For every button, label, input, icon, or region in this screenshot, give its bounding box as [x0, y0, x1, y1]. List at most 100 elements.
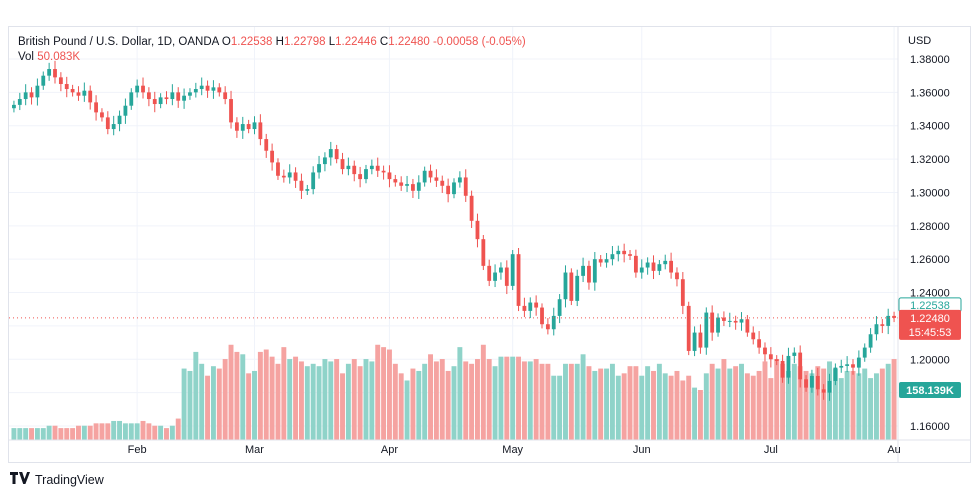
volume-bar — [334, 359, 340, 440]
candle — [499, 267, 503, 273]
candle — [633, 255, 638, 273]
candle — [798, 352, 803, 380]
volume-bar — [76, 425, 81, 440]
candle — [299, 180, 304, 191]
volume-bar — [58, 428, 64, 440]
candle — [821, 389, 826, 393]
candle — [810, 375, 814, 388]
candle — [487, 265, 492, 281]
candle — [141, 85, 145, 93]
candle — [592, 259, 597, 283]
candle — [528, 302, 533, 311]
close-value: 1.22480 — [388, 36, 430, 48]
candle — [892, 315, 896, 318]
volume-bar — [422, 363, 428, 440]
volume-bar — [645, 366, 651, 440]
volume-bar — [780, 363, 786, 440]
candle — [53, 69, 57, 78]
x-tick-label: Jun — [633, 444, 651, 456]
candle — [188, 92, 192, 96]
candle — [639, 267, 644, 273]
volume-bar — [668, 375, 674, 440]
volume-bar — [838, 378, 844, 440]
candle — [534, 302, 539, 308]
candle — [158, 97, 163, 105]
volume-bar — [445, 370, 451, 440]
candle — [874, 324, 879, 335]
candles — [12, 60, 896, 401]
volume-bar — [750, 375, 756, 440]
candle — [100, 112, 104, 118]
volume-bar — [216, 368, 222, 440]
volume-bar — [463, 361, 469, 440]
candle — [434, 177, 439, 181]
volume-bar — [310, 363, 316, 440]
candle — [12, 104, 16, 109]
change-value: -0.00058 (-0.05%) — [433, 36, 526, 48]
candle — [457, 177, 462, 183]
volume-bar — [516, 356, 522, 440]
volume-bar — [87, 425, 93, 440]
volume-bar — [680, 380, 686, 440]
chart-frame — [8, 26, 971, 463]
candle — [868, 334, 873, 348]
candle — [739, 319, 744, 323]
x-tick-label: Mar — [245, 444, 264, 456]
candle — [293, 172, 298, 181]
close-label: C — [379, 36, 389, 48]
candle — [405, 184, 409, 186]
candle — [774, 359, 779, 361]
volume-bar — [152, 425, 158, 440]
volume-bar — [574, 363, 580, 440]
candle — [504, 267, 509, 286]
candle — [64, 84, 69, 90]
volume-bar — [205, 375, 211, 440]
candle — [587, 265, 591, 283]
candle — [845, 364, 850, 366]
volume-bar — [604, 368, 610, 440]
volume-bar — [386, 349, 392, 440]
volume-bar — [709, 363, 715, 440]
volume-bar — [821, 368, 827, 440]
candle — [698, 332, 703, 348]
y-tick-label: 1.20000 — [910, 354, 950, 366]
volume-bar — [844, 370, 850, 440]
candle — [111, 124, 116, 130]
candle — [334, 149, 339, 160]
footer[interactable]: TradingView — [10, 472, 104, 487]
volume-bar — [375, 344, 381, 440]
candle — [205, 85, 210, 91]
volume-bar — [768, 378, 774, 440]
candle — [428, 170, 433, 178]
candle — [276, 162, 280, 176]
candle — [880, 324, 885, 326]
volume-bar — [639, 375, 645, 440]
volume-bar — [257, 351, 263, 440]
x-tick-label: Feb — [128, 444, 147, 456]
y-tick-label: 1.34000 — [910, 121, 950, 133]
candle — [234, 122, 239, 131]
volume-bar — [34, 428, 40, 440]
volume-bar — [580, 354, 586, 440]
tradingview-brand: TradingView — [35, 472, 104, 487]
candle — [475, 220, 480, 240]
volume-bar — [340, 373, 345, 440]
volume-bar — [269, 356, 275, 440]
candle — [129, 92, 134, 106]
volume-bar — [99, 423, 105, 440]
y-tick-label: 1.26000 — [910, 254, 950, 266]
high-value: 1.22798 — [283, 36, 326, 48]
candle — [270, 150, 275, 163]
volume-bar — [533, 359, 539, 440]
volume-bar — [345, 363, 351, 440]
candle — [622, 250, 627, 255]
candle — [170, 92, 175, 100]
candle — [287, 172, 292, 178]
volume-bar — [240, 354, 246, 440]
volume-bar — [398, 373, 404, 440]
candle — [416, 182, 421, 191]
candle — [833, 367, 838, 381]
volume-bar — [539, 363, 545, 440]
time-axis[interactable]: Feb Mar Apr May Jun Jul Au — [9, 439, 970, 456]
